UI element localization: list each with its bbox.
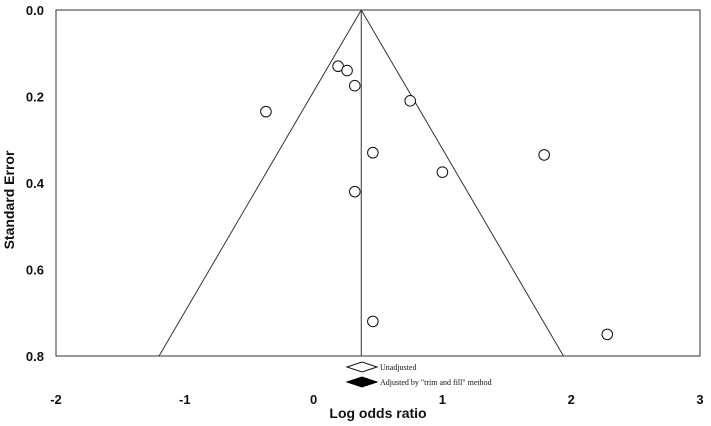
legend-label-unadjusted: Unadjusted: [380, 363, 416, 372]
points-layer: [260, 60, 614, 341]
x-axis-ticks: -2 -1 0 1 2 3: [50, 392, 703, 407]
legend-label-adjusted: Adjusted by "trim and fill" method: [380, 378, 492, 387]
x-tick-label-5: 3: [696, 392, 703, 407]
y-tick-label-1: 0.2: [26, 90, 44, 105]
y-tick-label-0: 0.0: [26, 3, 44, 18]
x-tick-label-2: 0: [310, 392, 317, 407]
plot-area: [55, 9, 701, 357]
funnel-right-boundary: [360, 9, 564, 357]
y-tick-label-2: 0.4: [26, 176, 45, 191]
study-point-2: [341, 64, 353, 77]
plot-frame: [55, 9, 701, 357]
study-point-5: [367, 146, 379, 159]
y-tick-label-4: 0.8: [26, 349, 44, 364]
legend-marker-unadjusted: [345, 361, 379, 373]
y-tick-label-3: 0.6: [26, 263, 44, 278]
study-point-7: [436, 166, 449, 178]
x-axis-title: Log odds ratio: [329, 405, 426, 421]
legend: Unadjusted Adjusted by "trim and fill" m…: [345, 361, 492, 388]
study-point-3: [349, 79, 361, 92]
x-tick-label-1: -1: [179, 392, 191, 407]
x-tick-label-0: -2: [50, 392, 62, 407]
funnel-layer: [158, 9, 564, 357]
y-axis-ticks: 0.0 0.2 0.4 0.6 0.8: [26, 3, 45, 364]
x-tick-label-3: 1: [439, 392, 446, 407]
x-tick-label-4: 2: [568, 392, 575, 407]
legend-marker-adjusted: [345, 376, 379, 388]
funnel-left-boundary: [158, 9, 362, 357]
y-axis-title: Standard Error: [1, 150, 17, 249]
study-point-9: [367, 315, 379, 328]
study-point-10: [601, 328, 614, 341]
study-point-6: [349, 185, 361, 198]
study-point-4: [404, 95, 417, 107]
study-point-8: [538, 149, 550, 161]
study-point-0: [260, 105, 272, 118]
